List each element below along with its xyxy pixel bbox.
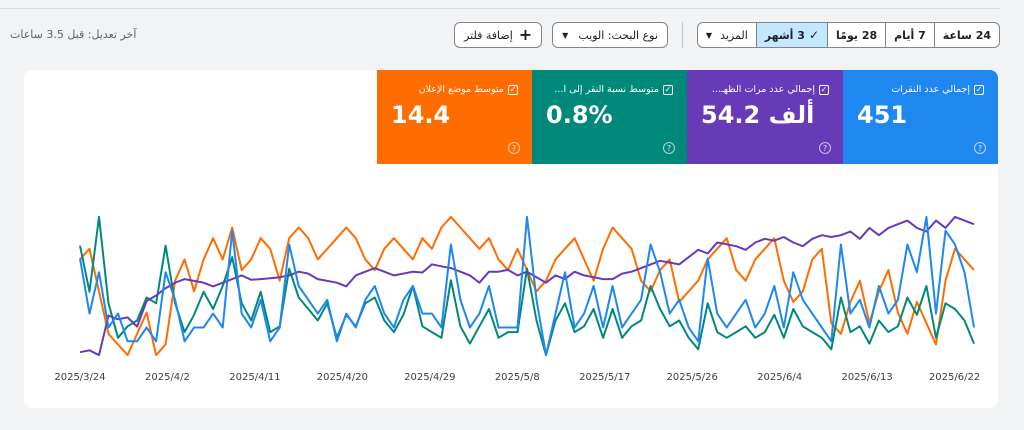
date-range-selector: 24 ساعة 7 أيام 28 يومًا ✓ 3 أشهر المزيد ▼ — [696, 22, 1000, 48]
caret-down-icon: ▼ — [562, 30, 569, 40]
x-tick-label: 2025/6/13 — [841, 372, 893, 383]
help-icon[interactable]: ? — [974, 142, 986, 154]
x-tick-label: 2025/4/2 — [144, 372, 190, 383]
help-icon[interactable]: ? — [819, 142, 831, 154]
range-more-dropdown[interactable]: المزيد ▼ — [698, 23, 756, 47]
top-divider — [0, 8, 1000, 9]
metric-tile-position[interactable]: ✓ متوسط موضع الإعلان 14.4 ? — [377, 70, 532, 164]
metric-label: إجمالي عدد النقرات — [891, 84, 970, 95]
add-filter-label: إضافة فلتر — [464, 28, 513, 42]
range-label: 24 ساعة — [942, 28, 991, 42]
metric-tiles: ✓ إجمالي عدد النقرات 451 ? ✓ إجمالي عدد مر… — [377, 70, 998, 164]
metric-label: متوسط نسبة النقر إلى ا... — [554, 84, 659, 95]
help-icon[interactable]: ? — [508, 142, 520, 154]
x-tick-label: 2025/4/20 — [316, 372, 368, 383]
plus-icon: + — [518, 25, 533, 44]
performance-card: ✓ إجمالي عدد النقرات 451 ? ✓ إجمالي عدد مر… — [24, 70, 998, 408]
last-updated-text: آخر تعديل: قبل 3.5 ساعات — [10, 28, 137, 41]
range-7d-button[interactable]: 7 أيام — [885, 23, 934, 47]
x-tick-label: 2025/6/22 — [928, 372, 981, 383]
metric-value: 0.8% — [546, 101, 613, 129]
metric-label: إجمالي عدد مرات الظهـ... — [711, 84, 815, 95]
range-24h-button[interactable]: 24 ساعة — [933, 23, 999, 47]
metric-value: 451 — [857, 101, 908, 129]
x-tick-label: 2025/4/29 — [404, 372, 456, 383]
search-type-dropdown[interactable]: نوع البحث: الويب ▼ — [552, 22, 668, 48]
x-tick-label: 2025/6/4 — [757, 372, 803, 383]
toolbar: 24 ساعة 7 أيام 28 يومًا ✓ 3 أشهر المزيد ▼ … — [444, 22, 1000, 48]
x-tick-label: 2025/3/24 — [54, 372, 106, 383]
line-chart-svg — [79, 215, 975, 357]
x-axis-labels: 2025/3/24 2025/4/2 2025/4/11 2025/4/20 2025/… — [24, 372, 998, 388]
range-label: 7 أيام — [894, 28, 926, 42]
help-icon[interactable]: ? — [663, 142, 675, 154]
metric-value: 14.4 — [391, 101, 451, 129]
x-tick-label: 2025/5/26 — [666, 372, 718, 383]
range-28d-button[interactable]: 28 يومًا — [827, 23, 885, 47]
toolbar-divider — [681, 22, 683, 48]
add-filter-button[interactable]: + إضافة فلتر — [454, 22, 543, 48]
range-label: المزيد — [720, 28, 748, 42]
performance-chart: 2025/3/24 2025/4/2 2025/4/11 2025/4/20 2025/… — [24, 200, 998, 408]
series-line-0 — [79, 215, 975, 357]
checkbox-checked-icon[interactable]: ✓ — [819, 84, 829, 95]
x-tick-label: 2025/5/8 — [494, 372, 540, 383]
search-type-label: نوع البحث: الويب — [578, 28, 658, 42]
range-label: 3 أشهر — [764, 28, 805, 42]
metric-tile-ctr[interactable]: ✓ متوسط نسبة النقر إلى ا... 0.8% ? — [532, 70, 687, 164]
range-label: 28 يومًا — [836, 28, 878, 42]
x-tick-label: 2025/5/17 — [579, 372, 631, 383]
x-tick-label: 2025/4/11 — [229, 372, 281, 383]
checkbox-checked-icon[interactable]: ✓ — [508, 84, 518, 95]
caret-down-icon: ▼ — [705, 30, 713, 40]
metric-value: 54.2 ألف — [701, 101, 815, 129]
range-3m-button[interactable]: ✓ 3 أشهر — [755, 23, 827, 47]
series-line-1 — [79, 215, 975, 357]
metric-tile-impressions[interactable]: ✓ إجمالي عدد مرات الظهـ... 54.2 ألف ? — [687, 70, 843, 164]
metric-label: متوسط موضع الإعلان — [418, 84, 504, 95]
check-icon: ✓ — [808, 28, 819, 42]
metric-tile-clicks[interactable]: ✓ إجمالي عدد النقرات 451 ? — [843, 70, 998, 164]
checkbox-checked-icon[interactable]: ✓ — [663, 84, 673, 95]
checkbox-checked-icon[interactable]: ✓ — [974, 84, 984, 95]
